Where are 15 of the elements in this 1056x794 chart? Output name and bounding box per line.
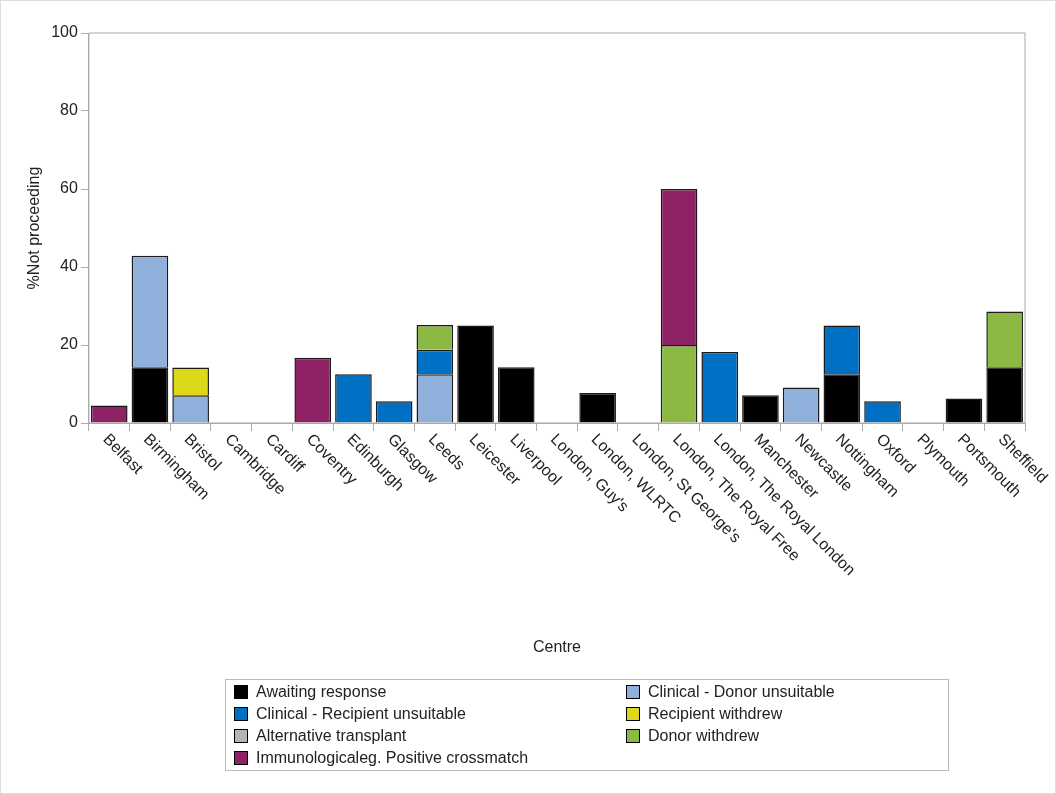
legend-label: Immunologicaleg. Positive crossmatch [256,749,529,767]
legend-label: Alternative transplant [256,727,407,745]
x-axis-title: Centre [532,638,582,656]
y-axis-title: %Not proceeding [25,166,43,290]
y-tick-label: 0 [68,413,78,431]
y-tick-label: 80 [60,101,78,119]
legend-label: Clinical - Donor unsuitable [648,683,835,701]
legend-label: Recipient withdrew [648,705,783,723]
legend-label: Awaiting response [256,683,387,701]
y-tick-label: 40 [60,257,78,275]
legend-label: Clinical - Recipient unsuitable [256,705,466,723]
legend-label: Donor withdrew [648,727,760,745]
y-tick-label: 20 [60,335,78,353]
y-tick-label: 60 [60,179,78,197]
y-tick-label: 100 [51,23,78,41]
